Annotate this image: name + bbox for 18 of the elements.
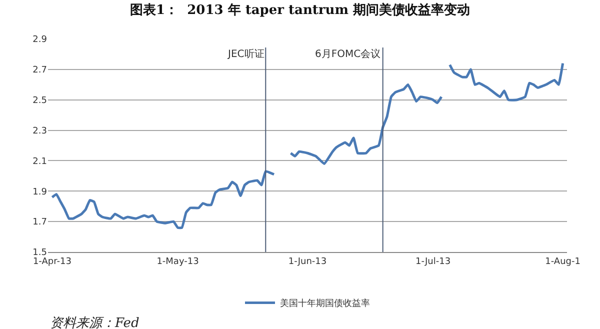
y-tick-label: 1.7 — [32, 218, 47, 228]
y-tick-label: 2.3 — [32, 126, 47, 136]
ref-line-label: JEC听证 — [227, 48, 264, 60]
chart-title: 图表1： 2013 年 taper tantrum 期间美债收益率变动 — [130, 2, 470, 18]
ref-line-label: 6月FOMC会议 — [315, 48, 381, 60]
x-tick-label: 1-Apr-13 — [32, 256, 72, 267]
x-tick-label: 1-Jul-13 — [416, 256, 451, 267]
x-tick-label: 1-Aug-1 — [545, 256, 580, 267]
y-tick-label: 2.7 — [32, 66, 47, 76]
y-tick-label: 2.5 — [32, 96, 47, 106]
x-tick-label: 1-Jun-13 — [288, 256, 327, 267]
y-tick-label: 1.9 — [32, 187, 48, 198]
legend-label: 美国十年期国债收益率 — [280, 298, 370, 310]
y-tick-label: 2.1 — [32, 156, 47, 167]
y-tick-label: 2.9 — [32, 35, 48, 46]
x-tick-label: 1-May-13 — [156, 256, 199, 267]
y-tick-label: 1.5 — [32, 248, 47, 258]
text: 资料来源：Fed — [50, 316, 140, 329]
